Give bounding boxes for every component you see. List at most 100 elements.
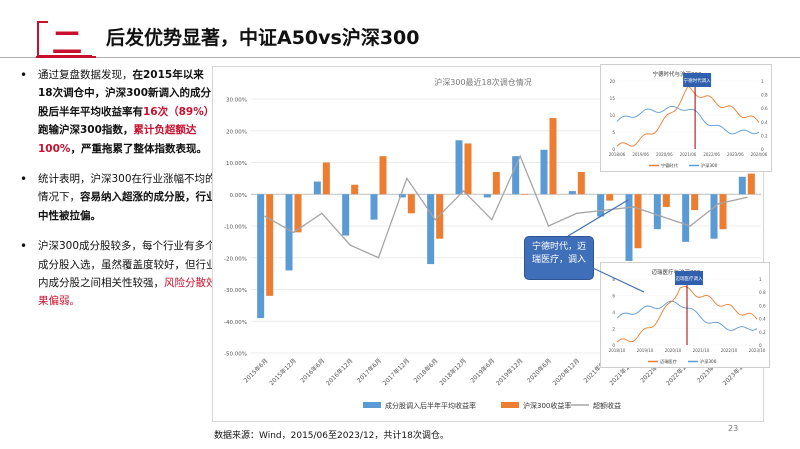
bar-hs300 xyxy=(549,118,557,195)
inset-label-box xyxy=(675,271,703,285)
bar-constituent xyxy=(455,140,463,195)
header-divider-accent xyxy=(36,56,96,58)
callout-box: 宁德时代，迈 瑞医疗，调入 xyxy=(524,236,594,280)
bar-hs300 xyxy=(634,194,642,249)
excess-return-point xyxy=(717,202,720,205)
x-tick-label: 2015年12月 xyxy=(268,357,298,387)
bullet-text: ，严重拖累了整体指数表现。 xyxy=(70,142,207,155)
bar-hs300 xyxy=(521,194,529,195)
bullet-item: • 通过复盘数据发现，在2015年以来18次调仓中，沪深300新调入的成分股后半年… xyxy=(18,66,218,158)
y-tick-label: -30.00% xyxy=(224,288,247,294)
inset-x-label: 2018/10 xyxy=(609,348,626,353)
bar-hs300 xyxy=(351,184,359,195)
inset-x-label: 2019/10 xyxy=(637,348,654,353)
bar-constituent xyxy=(285,194,293,271)
inset-line-hs300 xyxy=(616,105,760,135)
y-tick-label: -20.00% xyxy=(224,256,247,262)
bullet-item: • 统计表明，沪深300在行业涨幅不均的情况下，容易纳入超涨的成分股，行业中性被拉… xyxy=(18,170,218,225)
bar-constituent xyxy=(653,194,661,230)
bar-constituent xyxy=(427,194,435,265)
section-number: 二 xyxy=(52,26,82,61)
bullet-text: 累计负超额达100% xyxy=(38,124,197,155)
legend-swatch-blue xyxy=(363,402,381,408)
callout-line-2: 瑞医疗，调入 xyxy=(531,255,586,265)
excess-return-point xyxy=(632,206,635,208)
y-tick-label: 0.00% xyxy=(230,193,247,199)
inset-chart-mindray: 迈瑞医疗与沪深3008642010.80.60.40.20迈瑞医疗调入2018/… xyxy=(600,262,770,368)
excess-return-point xyxy=(264,215,266,218)
x-tick-label: 2020年12月 xyxy=(551,357,581,387)
inset-legend-label: 沪深300 xyxy=(701,162,718,169)
inset-y-right: 0 xyxy=(759,343,762,348)
inset-label: 迈瑞医疗调入 xyxy=(676,275,703,282)
inset-y-left: 6 xyxy=(612,294,615,299)
inset-chart-mindray-svg: 迈瑞医疗与沪深3008642010.80.60.40.20迈瑞医疗调入2018/… xyxy=(609,268,766,365)
header-divider xyxy=(0,57,800,58)
y-tick-label: 10.00% xyxy=(226,161,247,167)
inset-y-right: 0.4 xyxy=(759,317,766,322)
bar-hs300 xyxy=(379,156,387,195)
x-tick-label: 2016年6月 xyxy=(299,357,327,385)
bar-hs300 xyxy=(606,194,614,201)
inset-y-right: 0.8 xyxy=(759,290,766,295)
bullet-dot-icon: • xyxy=(20,239,28,254)
excess-return-point xyxy=(434,218,436,221)
inset-y-left: 2 xyxy=(612,327,615,332)
inset-y-left: 15 xyxy=(610,96,616,101)
inset-x-label: 2022/10 xyxy=(721,348,738,353)
inset-y-right: 0.2 xyxy=(761,133,768,138)
inset-y-right: 1 xyxy=(761,79,764,84)
bullet-text: 风险分散效果偏弱。 xyxy=(38,277,217,308)
y-tick-label: -40.00% xyxy=(224,320,247,326)
bullet-text: 沪深300成分股较多，每个行业有多个成分股入选，虽然覆盖度较好，但行业内成分股之… xyxy=(38,240,217,290)
inset-y-right: 0.6 xyxy=(761,106,768,111)
legend-label: 成分股调入后半年平均收益率 xyxy=(385,401,476,410)
excess-return-point xyxy=(321,212,323,215)
bullet-dot-icon: • xyxy=(20,172,28,187)
inset-x-label: 2023/06 xyxy=(727,152,744,157)
inset-y-left: 5 xyxy=(612,130,615,135)
bullet-dot-icon: • xyxy=(20,68,28,82)
excess-return-point xyxy=(547,225,550,227)
bar-constituent xyxy=(257,194,265,319)
main-chart-svg: 沪深300最近18次调仓情况 30.00% 20.00% 10.00% 0.00% -10… xyxy=(224,77,761,410)
bar-constituent xyxy=(625,194,633,261)
bullet-text: 统计表明，沪深300在行业涨幅不均的情况下， xyxy=(38,173,216,204)
inset-y-left: 0 xyxy=(612,147,615,152)
bar-hs300 xyxy=(577,172,585,195)
legend-label: 超额收益 xyxy=(593,401,621,410)
bar-hs300 xyxy=(266,194,274,296)
bar-hs300 xyxy=(492,172,500,195)
excess-return-point xyxy=(519,155,521,157)
inset-label-box xyxy=(683,73,712,87)
y-tick-label: 30.00% xyxy=(226,98,247,104)
legend-label: 沪深300收益率 xyxy=(523,401,571,410)
excess-return-point xyxy=(462,190,465,192)
bullet-text: 跑输沪深300指数， xyxy=(38,124,134,137)
inset-y-left: 4 xyxy=(612,310,615,315)
inset-x-label: 2019/06 xyxy=(632,152,649,157)
page-title: 后发优势显著，中证A50vs沪深300 xyxy=(106,27,420,49)
x-tick-label: 2017年6月 xyxy=(355,357,383,385)
inset-y-right: 0.8 xyxy=(761,93,768,98)
bar-constituent xyxy=(313,181,321,195)
excess-return-point xyxy=(491,218,493,221)
bar-constituent xyxy=(738,176,746,195)
bar-hs300 xyxy=(464,143,472,195)
chart-title: 沪深300最近18次调仓情况 xyxy=(434,77,531,87)
legend-swatch-orange xyxy=(501,402,519,408)
inset-y-right: 0 xyxy=(761,147,764,152)
x-tick-label: 2019年12月 xyxy=(494,357,524,387)
excess-return-point xyxy=(604,209,606,211)
inset-y-right: 0.6 xyxy=(759,303,766,308)
x-tick-label: 2015年6月 xyxy=(242,357,270,385)
bar-hs300 xyxy=(747,173,755,195)
excess-return-point xyxy=(349,244,351,246)
bullet-text: 16次（89%） xyxy=(143,105,215,118)
excess-return-point xyxy=(661,215,663,218)
excess-return-point xyxy=(576,212,578,215)
x-tick-label: 2016年12月 xyxy=(324,357,354,387)
bar-constituent xyxy=(597,194,605,217)
inset-chart-catl-svg: 宁德时代与沪深300 20 15 10 5 0 1 0.8 0.6 0.4 0.2 0 宁德时代调入 20… xyxy=(609,70,768,169)
bar-hs300 xyxy=(691,194,699,211)
